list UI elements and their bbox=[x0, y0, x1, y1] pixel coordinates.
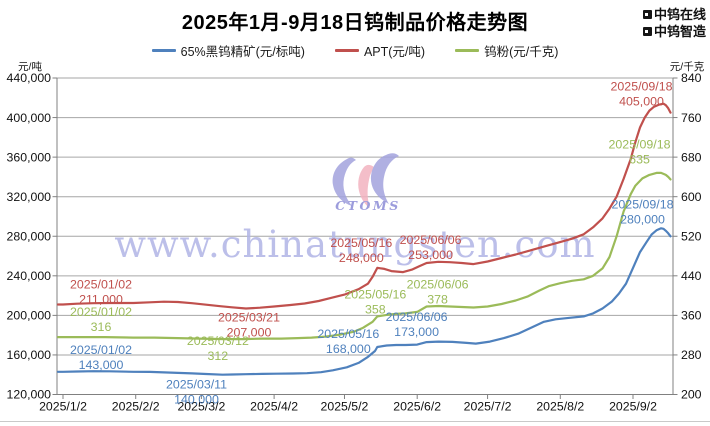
watermark: CTOMS www.chinatungsten.com bbox=[114, 153, 595, 266]
brand-links: 中钨在线 中钨智造 bbox=[642, 6, 706, 40]
svg-text:2025/6/2: 2025/6/2 bbox=[393, 400, 441, 414]
chinatungsten-smart-icon bbox=[642, 27, 652, 36]
legend-item-apt: APT(元/吨) bbox=[334, 41, 426, 60]
annotation-value: 143,000 bbox=[79, 358, 124, 372]
annotation-date: 2025/05/16 bbox=[344, 287, 406, 301]
annotation-value: 253,000 bbox=[408, 248, 453, 262]
legend-label: 65%黑钨精矿(元/标吨) bbox=[180, 45, 305, 59]
annotation-date: 2025/05/16 bbox=[317, 327, 379, 341]
svg-text:400,000: 400,000 bbox=[7, 111, 52, 125]
svg-text:2025/5/2: 2025/5/2 bbox=[321, 400, 369, 414]
svg-text:360: 360 bbox=[681, 309, 702, 323]
annotation-value: 173,000 bbox=[394, 325, 439, 339]
svg-text:2025/8/2: 2025/8/2 bbox=[536, 400, 584, 414]
annotation-value: 280,000 bbox=[620, 212, 665, 226]
data-annotations: 2025/01/02211,0002025/01/023162025/01/02… bbox=[70, 80, 674, 407]
ctoms-logo-text: CTOMS bbox=[335, 198, 401, 213]
annotation-date: 2025/01/02 bbox=[70, 343, 132, 357]
annotation-date: 2025/09/18 bbox=[612, 197, 674, 211]
svg-text:440: 440 bbox=[681, 269, 702, 283]
svg-text:2025/3/2: 2025/3/2 bbox=[177, 400, 225, 414]
annotation-date: 2025/06/06 bbox=[386, 310, 448, 324]
annotation-value: 635 bbox=[629, 152, 650, 166]
annotation-value: 211,000 bbox=[79, 292, 123, 306]
svg-text:2025/9/2: 2025/9/2 bbox=[609, 400, 657, 414]
svg-text:2025/1/2: 2025/1/2 bbox=[39, 400, 87, 414]
annotation-date: 2025/01/02 bbox=[70, 305, 132, 319]
svg-text:760: 760 bbox=[681, 111, 702, 125]
annotation-date: 2025/06/06 bbox=[407, 277, 469, 291]
svg-text:440,000: 440,000 bbox=[7, 71, 52, 85]
annotation-value: 316 bbox=[91, 320, 112, 334]
left-axis-unit: 元/吨 bbox=[18, 60, 42, 73]
svg-text:840: 840 bbox=[681, 71, 702, 85]
legend-swatch-red bbox=[334, 49, 359, 52]
legend-label: APT(元/吨) bbox=[363, 45, 426, 59]
brand-label: 中钨智造 bbox=[653, 24, 706, 39]
svg-text:200: 200 bbox=[681, 388, 702, 402]
brand-label: 中钨在线 bbox=[653, 7, 706, 22]
legend-item-tungsten-powder: 钨粉(元/千克) bbox=[455, 41, 558, 60]
legend-item-wolframite: 65%黑钨精矿(元/标吨) bbox=[151, 41, 305, 60]
annotation-date: 2025/03/11 bbox=[166, 378, 227, 392]
annotation-value: 207,000 bbox=[227, 325, 272, 339]
brand-line-chinatungsten-online: 中钨在线 bbox=[642, 6, 706, 23]
series-line-2 bbox=[56, 171, 672, 341]
annotation-value: 405,000 bbox=[619, 95, 664, 109]
svg-text:2025/4/2: 2025/4/2 bbox=[250, 400, 298, 414]
svg-text:320,000: 320,000 bbox=[7, 190, 52, 204]
series-line-0 bbox=[56, 227, 672, 376]
annotation-value: 140,000 bbox=[174, 393, 219, 407]
annotation-value: 358 bbox=[365, 302, 386, 316]
annotation-date: 2025/09/18 bbox=[611, 80, 673, 94]
right-axis-unit: 元/千克 bbox=[670, 61, 705, 73]
svg-text:120,000: 120,000 bbox=[7, 388, 52, 402]
legend-swatch-olive bbox=[455, 49, 480, 52]
svg-text:2025/2/2: 2025/2/2 bbox=[112, 400, 160, 414]
series-line-1 bbox=[56, 102, 672, 310]
annotation-date: 2025/03/21 bbox=[218, 310, 280, 324]
annotation-date: 2025/06/06 bbox=[400, 233, 462, 247]
series-lines bbox=[56, 102, 672, 376]
annotation-value: 248,000 bbox=[339, 251, 384, 265]
annotation-date: 2025/01/02 bbox=[70, 277, 132, 291]
chart-legend: 65%黑钨精矿(元/标吨) APT(元/吨) 钨粉(元/千克) bbox=[0, 41, 710, 60]
annotation-date: 2025/09/18 bbox=[609, 137, 671, 151]
svg-text:600: 600 bbox=[681, 190, 702, 204]
chart-title: 2025年1月-9月18日钨制品价格走势图 bbox=[181, 12, 529, 34]
svg-text:160,000: 160,000 bbox=[7, 348, 52, 362]
legend-label: 钨粉(元/千克) bbox=[484, 45, 559, 59]
annotation-value: 168,000 bbox=[326, 342, 371, 356]
legend-swatch-blue bbox=[151, 49, 176, 52]
annotation-date: 2025/05/16 bbox=[330, 236, 392, 250]
svg-text:240,000: 240,000 bbox=[7, 269, 52, 283]
chart-grid: 440,000 400,000 360,000 320,000 280,000 240,0… bbox=[0, 60, 710, 422]
svg-text:280: 280 bbox=[681, 348, 702, 362]
ctoms-logo-icon bbox=[332, 153, 399, 208]
svg-text:280,000: 280,000 bbox=[7, 229, 52, 243]
svg-text:680: 680 bbox=[681, 150, 702, 164]
watermark-url: www.chinatungsten.com bbox=[114, 223, 595, 266]
svg-text:2025/7/2: 2025/7/2 bbox=[464, 400, 512, 414]
annotation-value: 312 bbox=[208, 349, 229, 363]
svg-text:200,000: 200,000 bbox=[7, 309, 52, 323]
svg-text:520: 520 bbox=[681, 229, 702, 243]
annotation-value: 378 bbox=[427, 292, 448, 306]
brand-line-chinatungsten-smart: 中钨智造 bbox=[642, 23, 706, 40]
svg-text:360,000: 360,000 bbox=[7, 150, 52, 164]
chinatungsten-online-icon bbox=[642, 10, 652, 19]
annotation-date: 2025/03/12 bbox=[187, 334, 249, 348]
